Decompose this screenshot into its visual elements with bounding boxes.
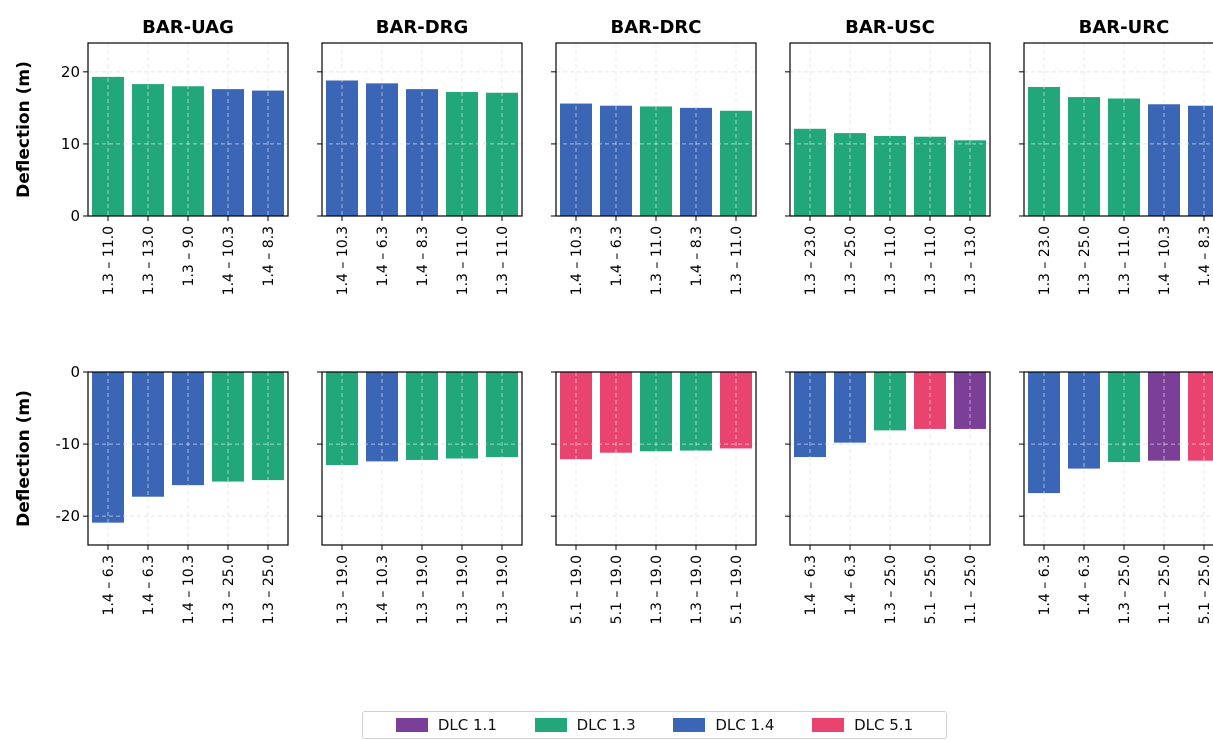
x-tick-label: 1.3 – 11.0 bbox=[649, 226, 665, 295]
x-tick-label: 1.4 – 6.3 bbox=[609, 226, 625, 286]
bar bbox=[640, 372, 672, 452]
bar bbox=[1188, 105, 1213, 216]
x-tick-label: 1.3 – 25.0 bbox=[1117, 555, 1133, 624]
legend-item-dlc-1-3: DLC 1.3 bbox=[534, 716, 636, 734]
legend-swatch-dlc-1-4 bbox=[673, 718, 706, 732]
x-tick-label: 1.4 – 10.3 bbox=[221, 226, 237, 295]
legend-swatch-dlc-5-1 bbox=[812, 718, 845, 732]
y-tick-label: -20 bbox=[56, 507, 81, 525]
x-tick-label: 1.3 – 19.0 bbox=[649, 555, 665, 624]
x-tick-label: 5.1 – 19.0 bbox=[609, 555, 625, 624]
x-tick-label: 1.3 – 25.0 bbox=[261, 555, 277, 624]
x-tick-label: 1.3 – 25.0 bbox=[1077, 226, 1093, 295]
x-tick-label: 1.4 – 10.3 bbox=[1157, 226, 1173, 295]
panel-title: BAR-USC bbox=[845, 17, 935, 38]
chart-legend: DLC 1.1 DLC 1.3 DLC 1.4 DLC 5.1 bbox=[362, 711, 947, 739]
legend-label: DLC 5.1 bbox=[854, 716, 914, 734]
x-tick-label: 1.4 – 6.3 bbox=[141, 555, 157, 615]
x-tick-label: 1.4 – 6.3 bbox=[803, 555, 819, 615]
panel-title: BAR-DRG bbox=[376, 17, 469, 38]
x-tick-label: 1.3 – 19.0 bbox=[495, 555, 511, 624]
x-tick-label: 1.3 – 25.0 bbox=[883, 555, 899, 624]
x-tick-label: 5.1 – 25.0 bbox=[1197, 555, 1213, 624]
bar bbox=[92, 372, 124, 523]
x-tick-label: 1.4 – 6.3 bbox=[375, 226, 391, 286]
bar bbox=[600, 372, 632, 453]
x-tick-label: 1.3 – 13.0 bbox=[963, 226, 979, 295]
x-tick-label: 1.1 – 25.0 bbox=[963, 555, 979, 624]
bar bbox=[834, 133, 866, 216]
bar bbox=[252, 372, 284, 481]
panel-title: BAR-DRC bbox=[611, 17, 702, 38]
x-tick-label: 1.1 – 25.0 bbox=[1157, 555, 1173, 624]
x-tick-label: 1.4 – 8.3 bbox=[1197, 226, 1213, 286]
y-axis-label: Deflection (m) bbox=[14, 61, 34, 198]
bar bbox=[406, 89, 438, 216]
x-tick-label: 1.3 – 11.0 bbox=[101, 226, 117, 295]
x-tick-label: 1.3 – 11.0 bbox=[923, 226, 939, 295]
bar bbox=[252, 90, 284, 216]
x-tick-label: 5.1 – 25.0 bbox=[923, 555, 939, 624]
x-tick-label: 1.3 – 11.0 bbox=[455, 226, 471, 295]
x-tick-label: 1.3 – 23.0 bbox=[1037, 226, 1053, 295]
x-tick-label: 1.3 – 9.0 bbox=[181, 226, 197, 286]
x-tick-label: 1.3 – 11.0 bbox=[729, 226, 745, 295]
x-tick-label: 1.4 – 10.3 bbox=[335, 226, 351, 295]
panel-title: BAR-UAG bbox=[142, 17, 234, 38]
x-tick-label: 1.3 – 11.0 bbox=[1117, 226, 1133, 295]
legend-label: DLC 1.3 bbox=[576, 716, 636, 734]
panel-title: BAR-URC bbox=[1079, 17, 1170, 38]
y-tick-label: 10 bbox=[61, 135, 80, 153]
x-tick-label: 1.3 – 25.0 bbox=[221, 555, 237, 624]
x-tick-label: 1.4 – 8.3 bbox=[261, 226, 277, 286]
x-tick-label: 1.4 – 6.3 bbox=[1077, 555, 1093, 615]
bar bbox=[212, 89, 244, 216]
x-tick-label: 1.4 – 10.3 bbox=[181, 555, 197, 624]
y-tick-label: 0 bbox=[70, 363, 80, 381]
x-tick-label: 1.3 – 25.0 bbox=[843, 226, 859, 295]
legend-swatch-dlc-1-3 bbox=[534, 718, 567, 732]
y-axis-label: Deflection (m) bbox=[14, 390, 34, 527]
x-tick-label: 1.4 – 10.3 bbox=[375, 555, 391, 624]
x-tick-label: 1.3 – 11.0 bbox=[495, 226, 511, 295]
x-tick-label: 1.3 – 11.0 bbox=[883, 226, 899, 295]
legend-item-dlc-1-1: DLC 1.1 bbox=[395, 716, 497, 734]
bar bbox=[132, 372, 164, 497]
x-tick-label: 1.3 – 23.0 bbox=[803, 226, 819, 295]
bar bbox=[874, 135, 906, 216]
x-tick-label: 1.3 – 19.0 bbox=[335, 555, 351, 624]
legend-item-dlc-1-4: DLC 1.4 bbox=[673, 716, 774, 734]
bar bbox=[1188, 372, 1213, 461]
x-tick-label: 1.3 – 19.0 bbox=[689, 555, 705, 624]
x-tick-label: 5.1 – 19.0 bbox=[569, 555, 585, 624]
x-tick-label: 1.3 – 19.0 bbox=[415, 555, 431, 624]
legend-label: DLC 1.4 bbox=[715, 716, 775, 734]
x-tick-label: 1.4 – 8.3 bbox=[689, 226, 705, 286]
x-tick-label: 1.4 – 6.3 bbox=[843, 555, 859, 615]
legend-swatch-dlc-1-1 bbox=[395, 718, 428, 732]
x-tick-label: 1.3 – 13.0 bbox=[141, 226, 157, 295]
bar bbox=[446, 92, 478, 216]
bar bbox=[1028, 372, 1060, 494]
x-tick-label: 5.1 – 19.0 bbox=[729, 555, 745, 624]
bar bbox=[92, 76, 124, 216]
y-tick-label: -10 bbox=[56, 435, 81, 453]
y-tick-label: 0 bbox=[70, 207, 80, 225]
x-tick-label: 1.3 – 19.0 bbox=[455, 555, 471, 624]
y-tick-label: 20 bbox=[61, 63, 80, 81]
legend-item-dlc-5-1: DLC 5.1 bbox=[812, 716, 913, 734]
x-tick-label: 1.4 – 6.3 bbox=[101, 555, 117, 615]
legend-label: DLC 1.1 bbox=[437, 716, 497, 734]
x-tick-label: 1.4 – 10.3 bbox=[569, 226, 585, 295]
x-tick-label: 1.4 – 6.3 bbox=[1037, 555, 1053, 615]
x-tick-label: 1.4 – 8.3 bbox=[415, 226, 431, 286]
